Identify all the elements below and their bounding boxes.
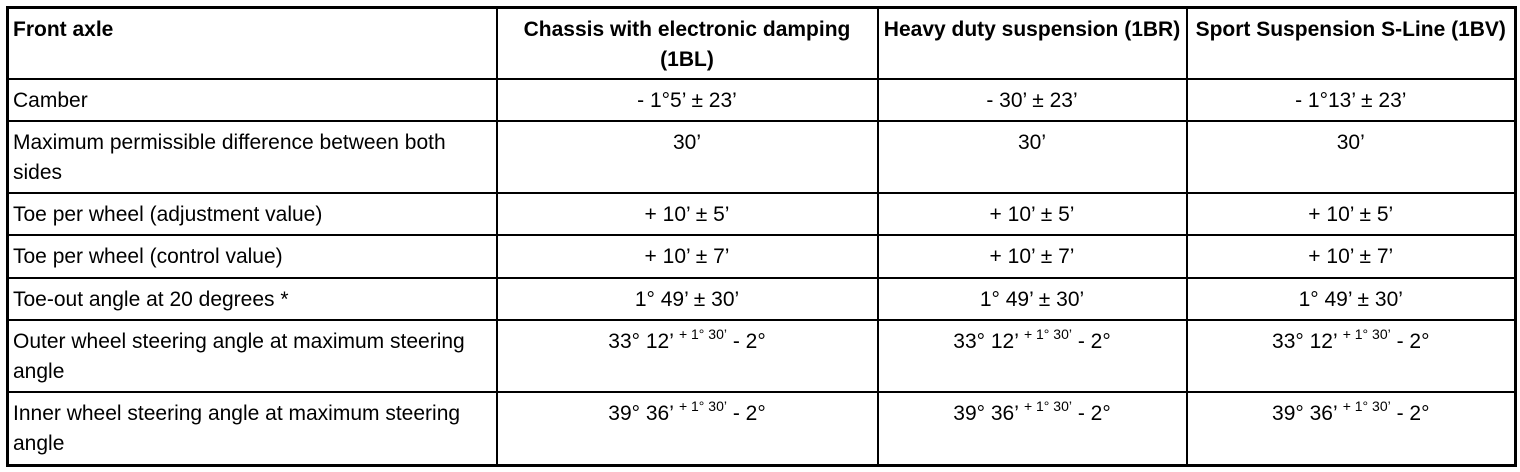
value-cell: 1° 49’ ± 30’ [1185, 276, 1517, 321]
row-label: Toe per wheel (control value) [6, 233, 498, 279]
value-cell: - 1°5’ ± 23’ [495, 77, 879, 122]
value-tolerance-upper: + 1° 30’ [678, 397, 727, 414]
value-cell: 33° 12’ + 1° 30’ - 2° [876, 318, 1188, 393]
value-tolerance-upper: + 1° 30’ [1342, 325, 1391, 342]
header-row: Front axle Chassis with electronic dampin… [6, 6, 1517, 80]
header-cell: Front axle [6, 6, 498, 80]
value-cell: - 1°13’ ± 23’ [1185, 77, 1517, 122]
value-cell: + 10’ ± 7’ [876, 233, 1188, 279]
row-label: Toe per wheel (adjustment value) [6, 191, 498, 236]
value-cell: + 10’ ± 5’ [1185, 191, 1517, 236]
value-tolerance-upper: + 1° 30’ [1023, 325, 1072, 342]
row-label: Inner wheel steering angle at maximum st… [6, 390, 498, 467]
alignment-table: Front axle Chassis with electronic dampin… [6, 6, 1517, 467]
value-cell: 33° 12’ + 1° 30’ - 2° [1185, 318, 1517, 393]
value-cell: + 10’ ± 5’ [876, 191, 1188, 236]
value-cell: 39° 36’ + 1° 30’ - 2° [1185, 390, 1517, 467]
value-main: 33° 12’ [608, 329, 674, 353]
row-label: Outer wheel steering angle at maximum st… [6, 318, 498, 393]
header-cell: Sport Suspension S-Line (1BV) [1185, 6, 1517, 80]
value-cell: + 10’ ± 7’ [1185, 233, 1517, 279]
value-tolerance-lower: - 2° [732, 401, 766, 425]
value-tolerance-lower: - 2° [732, 329, 766, 353]
row-label: Maximum permissible difference between b… [6, 119, 498, 194]
header-cell: Chassis with electronic damping (1BL) [495, 6, 879, 80]
value-cell: + 10’ ± 5’ [495, 191, 879, 236]
value-cell: 1° 49’ ± 30’ [495, 276, 879, 321]
table-row: Toe-out angle at 20 degrees * 1° 49’ ± 30… [6, 276, 1517, 321]
value-cell: 39° 36’ + 1° 30’ - 2° [876, 390, 1188, 467]
value-main: 39° 36’ [953, 401, 1019, 425]
value-cell: - 30’ ± 23’ [876, 77, 1188, 122]
row-label: Camber [6, 77, 498, 122]
value-cell: + 10’ ± 7’ [495, 233, 879, 279]
value-main: 33° 12’ [1272, 329, 1338, 353]
value-tolerance-lower: - 2° [1396, 329, 1430, 353]
value-main: 33° 12’ [953, 329, 1019, 353]
value-cell: 1° 49’ ± 30’ [876, 276, 1188, 321]
value-cell: 33° 12’ + 1° 30’ - 2° [495, 318, 879, 393]
table-row: Outer wheel steering angle at maximum st… [6, 318, 1517, 393]
table-row: Inner wheel steering angle at maximum st… [6, 390, 1517, 467]
table-row: Toe per wheel (control value) + 10’ ± 7’ +… [6, 233, 1517, 279]
value-main: 39° 36’ [1272, 401, 1338, 425]
value-tolerance-upper: + 1° 30’ [1023, 397, 1072, 414]
header-cell: Heavy duty suspension (1BR) [876, 6, 1188, 80]
value-tolerance-upper: + 1° 30’ [678, 325, 727, 342]
value-tolerance-lower: - 2° [1396, 401, 1430, 425]
value-cell: 30’ [1185, 119, 1517, 194]
table-row: Camber - 1°5’ ± 23’ - 30’ ± 23’ - 1°13’ ± 2… [6, 77, 1517, 122]
value-tolerance-upper: + 1° 30’ [1342, 397, 1391, 414]
row-label: Toe-out angle at 20 degrees * [6, 276, 498, 321]
value-main: 39° 36’ [608, 401, 674, 425]
table-row: Maximum permissible difference between b… [6, 119, 1517, 194]
value-tolerance-lower: - 2° [1077, 329, 1111, 353]
value-cell: 30’ [876, 119, 1188, 194]
value-tolerance-lower: - 2° [1077, 401, 1111, 425]
value-cell: 30’ [495, 119, 879, 194]
value-cell: 39° 36’ + 1° 30’ - 2° [495, 390, 879, 467]
table-row: Toe per wheel (adjustment value) + 10’ ± … [6, 191, 1517, 236]
